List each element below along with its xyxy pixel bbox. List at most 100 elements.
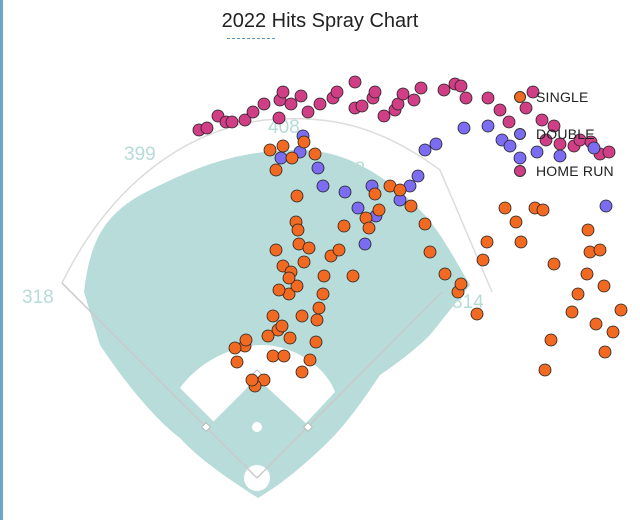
hit-point-home-run	[313, 97, 327, 111]
hit-point-single	[393, 183, 407, 197]
hit-point-home-run	[355, 99, 369, 113]
hit-point-home-run	[493, 103, 507, 117]
hit-point-home-run	[276, 85, 290, 99]
hit-point-home-run	[414, 81, 428, 95]
hit-point-double	[513, 151, 527, 165]
hit-point-home-run	[368, 85, 382, 99]
legend: SINGLE DOUBLE HOME RUN	[514, 88, 614, 199]
hit-point-single	[310, 313, 324, 327]
hit-point-single	[368, 187, 382, 201]
hit-point-single	[423, 245, 437, 259]
legend-item-single: SINGLE	[514, 88, 614, 106]
hit-point-single	[266, 309, 280, 323]
hit-point-home-run	[377, 109, 391, 123]
hit-point-double	[274, 151, 288, 165]
hit-point-single	[480, 235, 494, 249]
hit-point-single	[372, 203, 386, 217]
hit-point-single	[303, 353, 317, 367]
hit-point-double	[351, 201, 365, 215]
hit-point-single	[593, 243, 607, 257]
hit-point-single	[606, 325, 620, 339]
home-run-swatch-icon	[514, 165, 526, 177]
hit-point-home-run	[257, 97, 271, 111]
hit-point-double	[316, 179, 330, 193]
hit-point-single	[282, 271, 296, 285]
pitchers-mound	[252, 422, 262, 432]
hit-point-single	[316, 287, 330, 301]
hit-point-home-run	[454, 79, 468, 93]
distance-label-right-center: 38	[344, 159, 365, 180]
hit-point-single	[261, 329, 275, 343]
hit-point-single	[269, 243, 283, 257]
hit-point-single	[332, 243, 346, 257]
hit-point-single	[277, 349, 291, 363]
hit-point-single	[544, 333, 558, 347]
hit-point-single	[283, 331, 297, 345]
hit-point-double	[418, 143, 432, 157]
distance-label-left-center: 399	[124, 144, 156, 165]
hit-point-single	[245, 373, 259, 387]
legend-label-single: SINGLE	[536, 89, 589, 105]
hit-point-single	[589, 317, 603, 331]
legend-item-double: DOUBLE	[514, 125, 614, 143]
hit-point-single	[404, 199, 418, 213]
hit-point-home-run	[407, 93, 421, 107]
hit-point-single	[317, 269, 331, 283]
hit-point-home-run	[348, 75, 362, 89]
left-edge-accent	[0, 0, 3, 520]
hit-point-home-run	[481, 91, 495, 105]
hit-point-home-run	[272, 111, 286, 125]
hit-point-single	[536, 203, 550, 217]
legend-label-double: DOUBLE	[536, 126, 595, 142]
hit-point-single	[266, 349, 280, 363]
hit-point-home-run	[437, 83, 451, 97]
left-foul-line	[61, 282, 258, 479]
hit-point-single	[538, 363, 552, 377]
hit-point-home-run	[225, 115, 239, 129]
hit-point-single	[470, 307, 484, 321]
hit-point-single	[291, 223, 305, 237]
hit-point-single	[581, 223, 595, 237]
hit-point-double	[358, 237, 372, 251]
right-foul-line	[256, 291, 443, 479]
hit-point-double	[553, 149, 567, 163]
hit-point-single	[580, 267, 594, 281]
hit-point-home-run	[284, 97, 298, 111]
third-base	[201, 422, 211, 432]
hit-point-home-run	[535, 113, 549, 127]
hit-point-single	[290, 189, 304, 203]
hit-point-single	[312, 301, 326, 315]
title-underline	[227, 38, 275, 39]
hit-point-single	[239, 333, 253, 347]
hit-point-single	[418, 217, 432, 231]
hit-point-single	[297, 135, 311, 149]
hit-point-single	[597, 279, 611, 293]
hit-point-single	[476, 253, 490, 267]
hit-point-single	[337, 219, 351, 233]
hit-point-double	[338, 185, 352, 199]
hit-point-single	[228, 341, 242, 355]
hit-point-single	[547, 257, 561, 271]
outfield-fence-line	[61, 117, 493, 293]
hit-point-single	[498, 201, 512, 215]
hit-point-single	[263, 143, 277, 157]
hit-point-double	[587, 141, 601, 155]
hit-point-single	[438, 267, 452, 281]
hit-point-single	[454, 277, 468, 291]
hit-point-home-run	[502, 115, 516, 129]
chart-title: 2022 Hits Spray Chart	[221, 10, 419, 32]
hit-point-double	[481, 119, 495, 133]
first-base	[303, 422, 313, 432]
hit-point-single	[297, 255, 311, 269]
hit-point-home-run	[547, 119, 561, 133]
hit-point-double	[411, 169, 425, 183]
hit-point-single	[614, 303, 628, 317]
hit-point-single	[302, 241, 316, 255]
hit-point-single	[272, 283, 286, 297]
hit-point-double	[599, 199, 613, 213]
hit-point-single	[275, 319, 289, 333]
hit-point-single	[276, 139, 290, 153]
hit-point-single	[308, 147, 322, 161]
hit-point-single	[290, 279, 304, 293]
